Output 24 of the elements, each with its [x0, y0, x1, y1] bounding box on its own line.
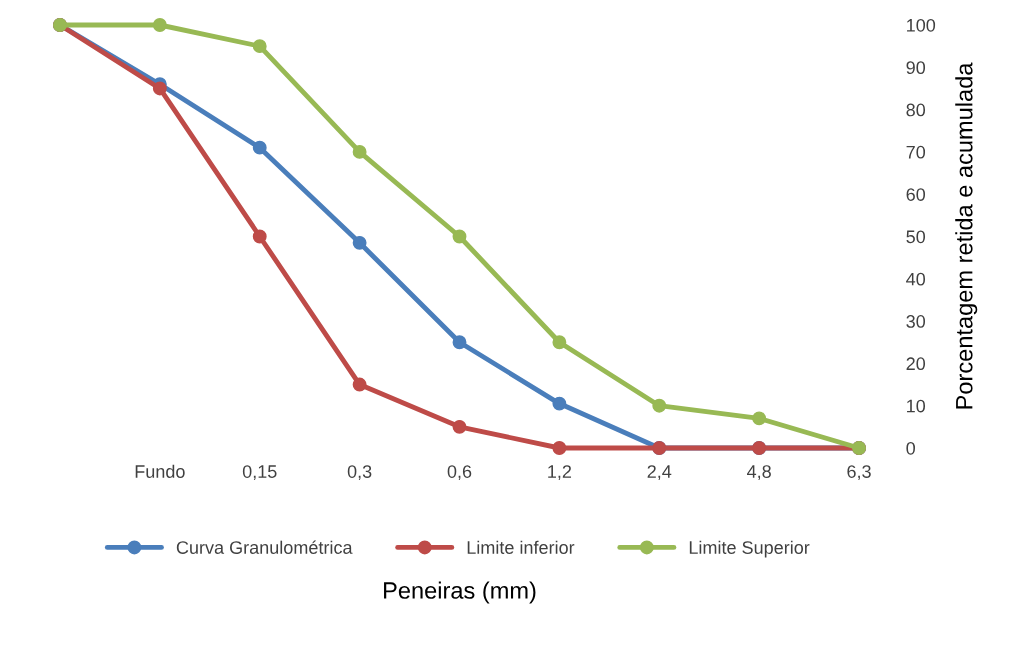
y-tick-label: 60 [906, 188, 926, 201]
x-tick-label: 1,2 [548, 465, 572, 481]
y-tick-label: 0 [906, 441, 915, 455]
y-tick-label: 50 [906, 230, 926, 244]
x-tick-label: Fundo [135, 464, 185, 478]
x-tick-label: 0,6 [447, 465, 472, 481]
x-tick-label: 6,3 [847, 465, 871, 481]
legend-label: Limite Superior [689, 540, 810, 558]
y-tick-label: 20 [906, 357, 926, 371]
y-tick-label: 100 [907, 18, 936, 32]
legend-label: Curva Granulométrica [176, 540, 353, 554]
x-tick-label: 2,4 [647, 465, 672, 481]
y-tick-label: 90 [906, 61, 926, 75]
y-tick-label: 80 [906, 103, 926, 117]
y-axis-title: Porcentagem retida e acumulada [955, 62, 978, 409]
x-axis-title: Peneiras (mm) [384, 581, 536, 604]
y-tick-label: 10 [907, 399, 926, 413]
y-tick-label: 40 [906, 272, 926, 286]
y-tick-label: 30 [906, 315, 926, 328]
y-tick-label: 70 [906, 145, 926, 159]
x-tick-label: 0,3 [347, 465, 372, 481]
x-tick-label: 4,8 [747, 465, 771, 481]
legend-label: Limite inferior [467, 540, 575, 554]
x-tick-label: 0,15 [242, 465, 277, 481]
